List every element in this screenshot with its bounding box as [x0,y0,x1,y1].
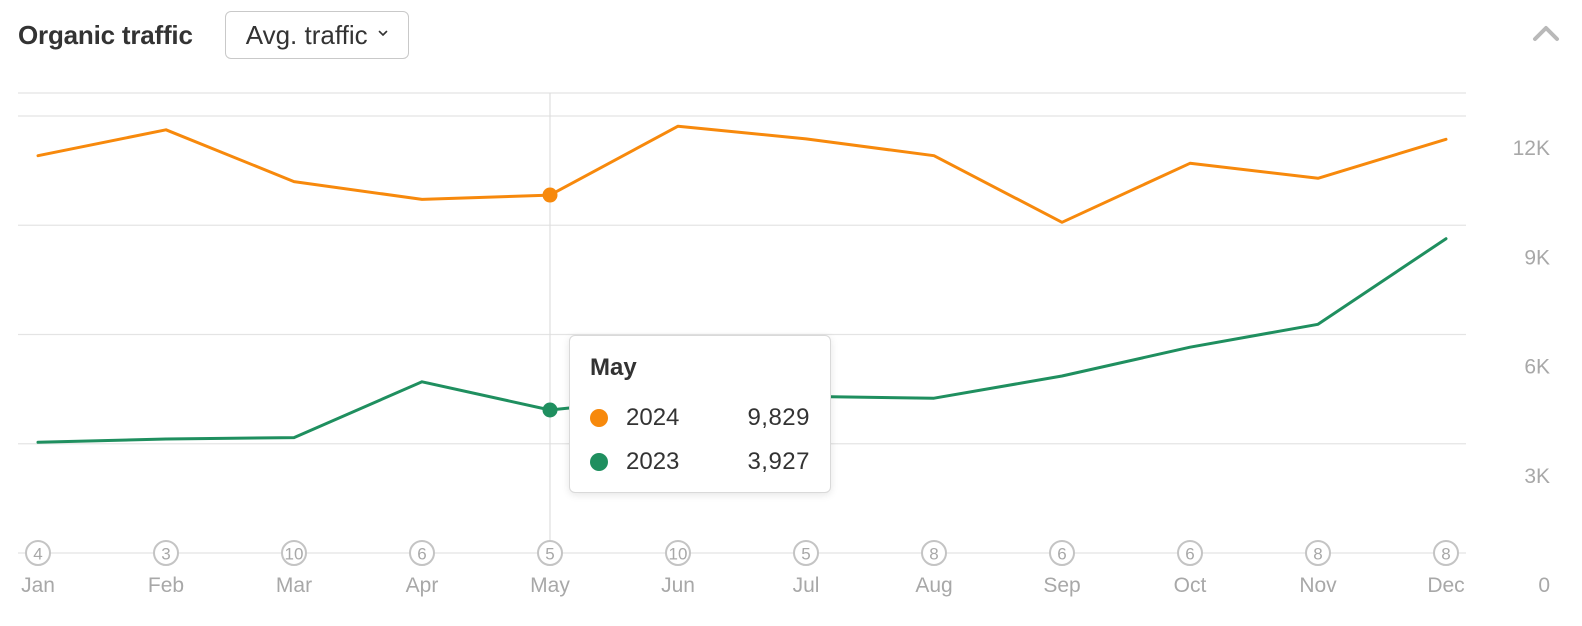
metric-dropdown[interactable]: Avg. traffic [224,11,409,59]
x-tick-label: May [530,574,570,597]
event-marker-ring [665,540,691,566]
event-marker-count: 6 [1057,545,1066,564]
x-tick-label: Mar [276,574,312,597]
event-marker-ring [153,540,179,566]
event-marker-count: 10 [285,545,304,564]
hover-point-2023 [542,402,558,418]
series-line-2024 [36,124,1448,224]
chart-title: Organic traffic [18,19,193,50]
x-tick-label: Feb [148,574,184,597]
x-tick-label: Oct [1174,574,1207,597]
tooltip-month: May [590,354,637,381]
event-marker: 8 [1433,540,1459,566]
event-marker: 6 [1177,540,1203,566]
legend-dot-2024 [590,409,608,427]
x-tick-label: Apr [406,574,439,597]
y-tick-label: 3K [1524,465,1550,488]
y-tick-label: 6K [1524,356,1550,379]
event-marker-ring [409,540,435,566]
event-marker-count: 4 [33,545,42,564]
x-tick-label: Dec [1427,574,1464,597]
event-marker: 8 [921,540,947,566]
tooltip-series-label: 2024 [626,404,680,431]
chevron-down-icon [378,30,387,36]
event-marker-count: 8 [1441,545,1450,564]
event-marker-ring [537,540,563,566]
event-marker: 10 [665,540,691,566]
legend-dot-2023 [590,453,608,471]
chevron-up-icon[interactable] [1532,22,1560,44]
event-marker: 5 [793,540,819,566]
event-marker-ring [281,540,307,566]
tooltip-series-label: 2023 [626,448,680,475]
event-marker: 8 [1305,540,1331,566]
event-marker: 5 [537,540,563,566]
tooltip-row-2024: 2024 9,829 [590,396,810,440]
event-marker-count: 3 [161,545,170,564]
tooltip-series-value: 3,927 [747,448,810,475]
event-marker: 6 [409,540,435,566]
event-marker: 4 [25,540,51,566]
x-tick-label: Nov [1299,574,1337,597]
event-marker-count: 8 [1313,545,1322,564]
x-tick-label: Jan [21,574,55,597]
x-tick-label: Jun [661,574,695,597]
x-tick-label: Aug [915,574,952,597]
event-marker-count: 10 [669,545,688,564]
event-marker-count: 5 [801,545,810,564]
event-marker: 6 [1049,540,1075,566]
event-marker-count: 6 [417,545,426,564]
y-tick-label: 0 [1538,574,1550,597]
event-marker-ring [1177,540,1203,566]
event-marker-ring [793,540,819,566]
event-marker-count: 5 [545,545,554,564]
event-marker-ring [921,540,947,566]
y-tick-label: 12K [1513,137,1550,160]
event-marker-ring [1305,540,1331,566]
event-marker: 3 [153,540,179,566]
chart-tooltip: May 2024 9,829 2023 3,927 [569,335,831,493]
event-marker-count: 6 [1185,545,1194,564]
tooltip-series-value: 9,829 [747,404,810,431]
event-marker-ring [1433,540,1459,566]
chart-header: Organic traffic Avg. traffic [18,10,1564,60]
event-marker-ring [25,540,51,566]
metric-dropdown-label: Avg. traffic [245,19,368,50]
x-tick-label: Jul [793,574,820,597]
x-tick-label: Sep [1043,574,1080,597]
hover-point-2024 [542,187,558,203]
event-marker: 10 [281,540,307,566]
event-marker-count: 8 [929,545,938,564]
event-marker-ring [1049,540,1075,566]
y-tick-label: 9K [1524,246,1550,269]
tooltip-row-2023: 2023 3,927 [590,440,810,484]
